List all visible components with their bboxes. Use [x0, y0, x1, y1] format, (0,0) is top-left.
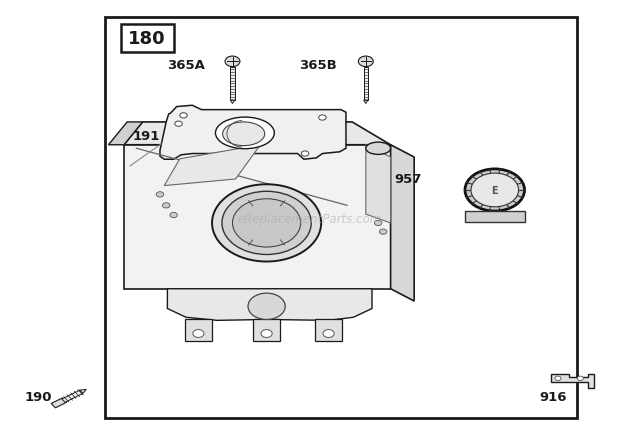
Bar [315, 320, 342, 342]
Bar [465, 212, 525, 223]
Polygon shape [366, 145, 391, 223]
Circle shape [301, 152, 309, 157]
Text: 365B: 365B [299, 59, 337, 72]
Circle shape [358, 57, 373, 67]
Circle shape [261, 330, 272, 338]
Circle shape [248, 293, 285, 320]
Bar [105, 18, 577, 418]
Polygon shape [108, 123, 143, 145]
Text: 191: 191 [133, 130, 160, 143]
Text: 957: 957 [394, 173, 422, 186]
Bar [363, 67, 368, 101]
Text: 180: 180 [128, 30, 166, 48]
Polygon shape [124, 123, 391, 145]
Circle shape [465, 170, 525, 212]
Polygon shape [124, 145, 391, 289]
Bar [185, 320, 212, 342]
Circle shape [162, 203, 170, 208]
Circle shape [222, 192, 311, 255]
Polygon shape [551, 374, 594, 388]
Circle shape [555, 376, 561, 381]
Polygon shape [79, 389, 86, 393]
Polygon shape [160, 106, 346, 160]
Ellipse shape [366, 143, 391, 155]
Circle shape [156, 192, 164, 198]
Circle shape [232, 199, 301, 247]
Circle shape [379, 230, 387, 235]
Circle shape [225, 57, 240, 67]
Circle shape [471, 174, 518, 207]
Ellipse shape [216, 118, 275, 149]
Circle shape [374, 221, 382, 226]
Bar [121, 25, 174, 53]
Bar [51, 398, 66, 408]
Circle shape [180, 113, 187, 119]
Text: eReplacementParts.com: eReplacementParts.com [238, 212, 382, 226]
Text: 916: 916 [539, 390, 567, 403]
Circle shape [319, 116, 326, 121]
Circle shape [193, 330, 204, 338]
Circle shape [577, 376, 583, 381]
Polygon shape [164, 145, 260, 186]
Circle shape [170, 213, 177, 218]
Circle shape [212, 185, 321, 262]
Text: 365A: 365A [167, 59, 205, 72]
Circle shape [323, 330, 334, 338]
Circle shape [175, 122, 182, 127]
Polygon shape [231, 101, 234, 104]
Text: 190: 190 [25, 390, 52, 403]
Bar [62, 390, 83, 403]
Bar [231, 67, 234, 101]
Polygon shape [167, 289, 372, 321]
Bar [253, 320, 280, 342]
Text: E: E [492, 186, 498, 195]
Polygon shape [363, 101, 368, 104]
Polygon shape [391, 145, 414, 301]
Ellipse shape [223, 123, 265, 146]
